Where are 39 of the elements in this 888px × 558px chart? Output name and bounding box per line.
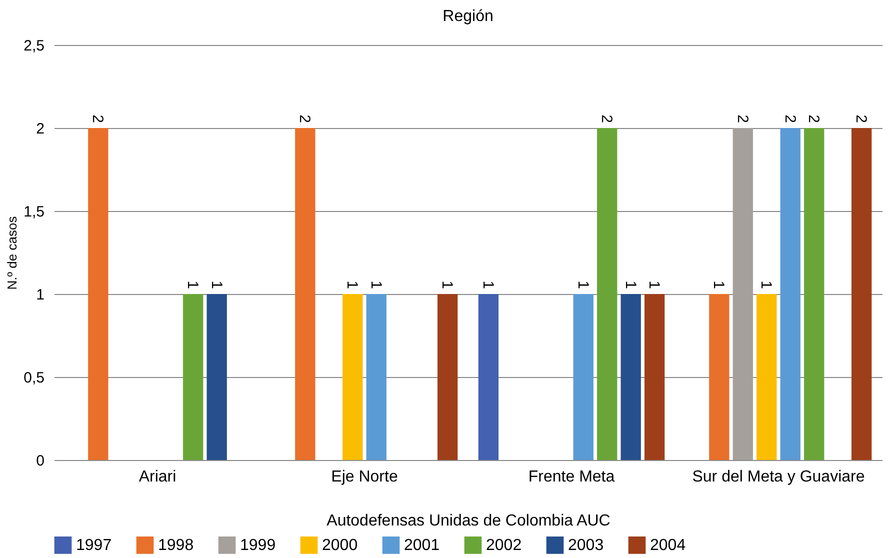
chart-title: Región	[442, 8, 494, 25]
x-tick-label: Eje Norte	[331, 468, 398, 486]
data-label: 1	[208, 280, 225, 289]
y-tick-label: 1	[36, 286, 44, 304]
legend-label: 1997	[76, 537, 112, 554]
legend-label: 2002	[486, 537, 522, 554]
data-label: 1	[479, 280, 496, 289]
data-label: 2	[734, 114, 751, 123]
data-label: 1	[367, 280, 384, 289]
x-axis-title: Autodefensas Unidas de Colombia AUC	[326, 512, 610, 530]
data-label: 1	[646, 280, 663, 289]
y-axis-title: N.º de casos	[4, 216, 20, 290]
legend-label: 1998	[158, 537, 194, 554]
data-label: 2	[852, 114, 870, 123]
data-label: 2	[89, 114, 106, 123]
data-label: 1	[758, 280, 775, 289]
x-tick-label: Frente Meta	[528, 468, 615, 486]
data-label: 2	[781, 114, 798, 123]
data-label: 1	[184, 280, 202, 289]
y-tick-label: 0	[36, 452, 44, 470]
legend-label: 2001	[404, 537, 440, 554]
x-tick-label: Ariari	[138, 468, 176, 486]
data-label: 2	[598, 114, 616, 123]
data-label: 1	[710, 280, 728, 289]
y-tick-label: 2	[36, 120, 44, 138]
data-label: 2	[805, 114, 822, 123]
legend-label: 2003	[568, 537, 604, 554]
y-tick-label: 1,5	[24, 204, 44, 220]
legend-label: 1999	[240, 537, 276, 554]
data-label: 1	[574, 280, 592, 289]
x-tick-label: Sur del Meta y Guaviare	[692, 468, 865, 486]
legend-label: 2004	[650, 537, 686, 554]
data-label: 2	[296, 114, 314, 123]
legend-label: 2000	[322, 537, 358, 554]
y-tick-label: 2,5	[24, 38, 44, 54]
data-label: 1	[438, 280, 456, 289]
y-tick-label: 0,5	[24, 370, 44, 386]
data-label: 1	[344, 280, 361, 289]
data-label: 1	[622, 280, 639, 289]
